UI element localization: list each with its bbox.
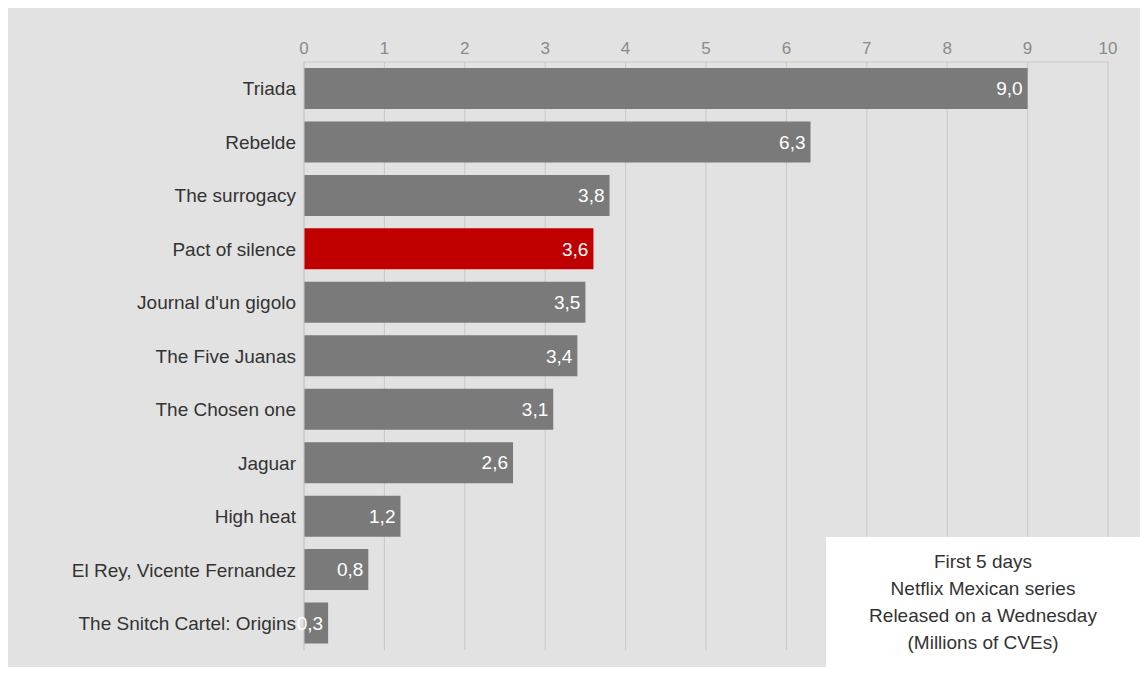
svg-text:Rebelde: Rebelde [225,132,296,153]
svg-text:6,3: 6,3 [779,132,805,153]
svg-text:0,3: 0,3 [297,613,323,634]
html-text:First 5 days: First 5 days [933,551,1033,572]
svg-text:5: 5 [701,39,710,58]
svg-text:Pact of silence: Pact of silence [172,239,296,260]
svg-text:6: 6 [782,39,791,58]
svg-text:1,2: 1,2 [369,506,395,527]
svg-text:3,8: 3,8 [578,185,604,206]
svg-text:The Five Juanas: The Five Juanas [156,346,296,367]
svg-text:3,5: 3,5 [554,292,580,313]
svg-text:The Snitch Cartel: Origins: The Snitch Cartel: Origins [78,613,296,634]
svg-text:The surrogacy: The surrogacy [175,185,297,206]
svg-text:0: 0 [299,39,308,58]
svg-text:Journal d'un gigolo: Journal d'un gigolo [137,292,296,313]
html-text:Netflix Mexican series: Netflix Mexican series [890,578,1076,599]
svg-text:3,4: 3,4 [546,346,573,367]
svg-text:8: 8 [942,39,951,58]
svg-text:2,6: 2,6 [482,452,508,473]
svg-text:Jaguar: Jaguar [238,453,297,474]
svg-text:El Rey, Vicente Fernandez: El Rey, Vicente Fernandez [72,560,296,581]
svg-text:10: 10 [1099,39,1118,58]
svg-text:3,6: 3,6 [562,239,588,260]
svg-text:2: 2 [460,39,469,58]
svg-text:4: 4 [621,39,630,58]
svg-text:3: 3 [540,39,549,58]
svg-text:High heat: High heat [215,506,297,527]
svg-text:7: 7 [862,39,871,58]
svg-text:1: 1 [380,39,389,58]
html-text:Released on a Wednesday: Released on a Wednesday [869,605,1097,626]
svg-text:Triada: Triada [243,78,297,99]
svg-text:0,8: 0,8 [337,559,363,580]
svg-text:The Chosen one: The Chosen one [156,399,297,420]
svg-text:3,1: 3,1 [522,399,548,420]
svg-text:9: 9 [1023,39,1032,58]
svg-text:9,0: 9,0 [996,78,1022,99]
html-text:(Millions of CVEs): (Millions of CVEs) [907,632,1059,653]
